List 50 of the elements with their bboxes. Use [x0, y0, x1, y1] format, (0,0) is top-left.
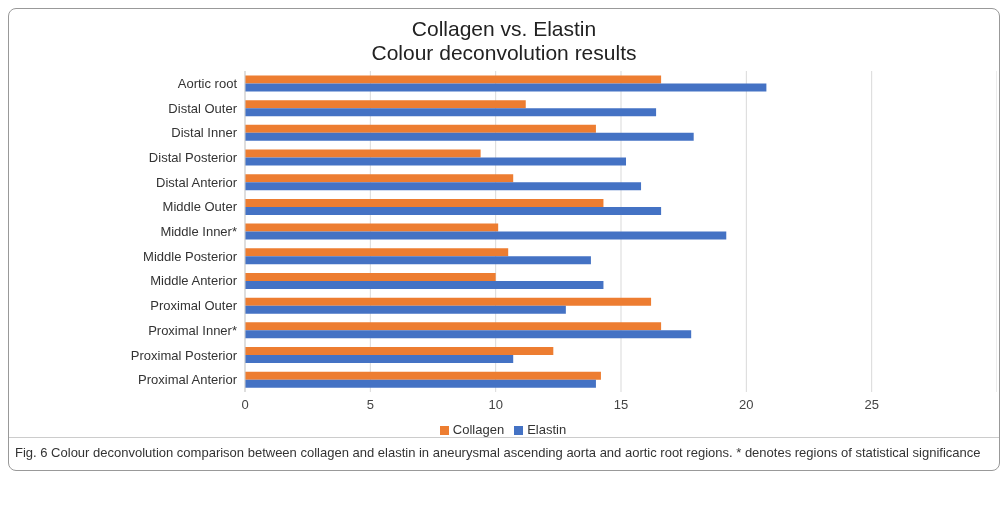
bar [245, 371, 601, 380]
bar [245, 231, 727, 240]
bar [245, 157, 627, 166]
bar [245, 280, 604, 289]
bar [245, 198, 604, 207]
bar [245, 248, 509, 257]
y-tick-label: Distal Posterior [148, 150, 238, 166]
bar [245, 305, 566, 314]
y-tick-label: Proximal Posterior [130, 347, 238, 363]
x-tick-label: 25 [864, 397, 879, 413]
bar [245, 355, 514, 364]
y-tick-label: Proximal Inner* [148, 322, 237, 338]
y-tick-label: Middle Anterior [150, 273, 238, 289]
legend-label: Collagen [452, 422, 505, 437]
bar [245, 272, 496, 281]
y-tick-label: Aortic root [177, 75, 238, 91]
y-tick-label: Proximal Anterior [138, 372, 238, 388]
bar [245, 108, 657, 117]
bar [245, 83, 767, 92]
y-tick-label: Middle Inner* [160, 224, 237, 240]
x-tick-label: 5 [366, 397, 374, 413]
x-tick-label: 10 [488, 397, 503, 413]
bar [245, 256, 591, 265]
chart-title: Collagen vs. Elastin [410, 17, 598, 41]
bar [245, 297, 652, 306]
bar [245, 206, 662, 215]
bar [245, 347, 554, 356]
bar [245, 223, 499, 232]
x-tick-label: 20 [739, 397, 754, 413]
y-tick-label: Distal Inner [171, 125, 238, 141]
chart-subtitle: Colour deconvolution results [370, 41, 638, 65]
y-tick-label: Distal Anterior [156, 174, 238, 190]
bar [245, 330, 692, 339]
bar [245, 100, 526, 109]
bar [245, 75, 662, 84]
x-tick-label: 15 [613, 397, 629, 413]
bar [245, 379, 596, 388]
bar [245, 132, 694, 141]
bar [245, 322, 662, 331]
y-tick-label: Distal Outer [168, 100, 238, 116]
bar [245, 174, 514, 183]
x-tick-label: 0 [241, 397, 249, 413]
bar [245, 182, 642, 191]
bar [245, 124, 596, 133]
y-tick-label: Proximal Outer [150, 298, 238, 314]
bar [245, 149, 481, 158]
y-tick-label: Middle Posterior [143, 248, 238, 264]
caption: Fig. 6 Colour deconvolution comparison between collagen and elastin in aneurysmal ascending aorta and aortic root regions. * denotes regions of statistical significance [9, 437, 999, 471]
legend-label: Elastin [527, 422, 567, 437]
y-tick-label: Middle Outer [162, 199, 238, 215]
